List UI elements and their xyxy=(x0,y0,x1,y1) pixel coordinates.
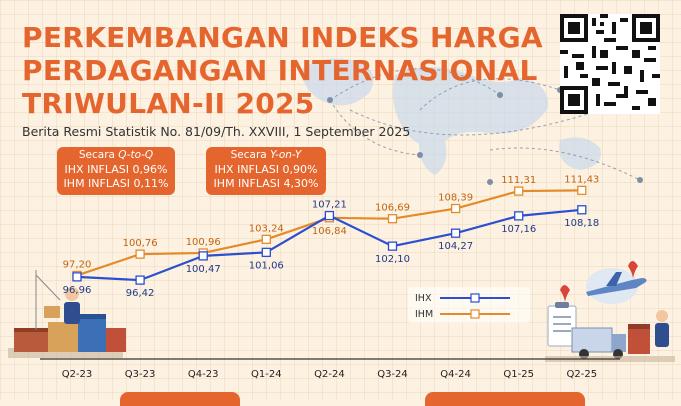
x-tick-label: Q3-23 xyxy=(125,369,156,380)
data-label-ihm: 108,39 xyxy=(438,193,473,204)
data-point-ihm xyxy=(261,234,271,244)
x-tick-label: Q2-23 xyxy=(62,369,93,380)
yony-ihm-line: IHM INFLASI 4,30% xyxy=(213,177,319,191)
qtoq-ihx-line: IHX INFLASI 0,96% xyxy=(64,162,168,176)
data-point-ihx xyxy=(577,205,587,215)
legend-ihx-marker xyxy=(470,293,480,303)
data-label-ihm: 111,43 xyxy=(564,174,599,185)
data-label-ihx: 96,96 xyxy=(63,285,92,296)
bottom-tab-right xyxy=(425,392,585,406)
bottom-tab-left xyxy=(120,392,240,406)
data-label-ihm: 100,96 xyxy=(186,237,221,248)
x-tick-label: Q2-25 xyxy=(567,369,598,380)
x-tick-label: Q1-25 xyxy=(503,369,534,380)
subtitle: Berita Resmi Statistik No. 81/09/Th. XXV… xyxy=(22,124,411,139)
data-label-ihx: 107,21 xyxy=(312,200,347,211)
data-label-ihx: 101,06 xyxy=(249,260,284,271)
data-point-ihx xyxy=(72,272,82,282)
legend-ihx-label: IHX xyxy=(415,293,432,304)
x-tick-label: Q3-24 xyxy=(377,369,408,380)
qtoq-ihm-line: IHM INFLASI 0,11% xyxy=(63,177,169,191)
chart-legend: IHX IHM xyxy=(408,287,530,323)
data-point-ihm xyxy=(577,185,587,195)
data-point-ihx xyxy=(198,251,208,261)
data-label-ihx: 108,18 xyxy=(564,218,599,229)
data-label-ihx: 100,47 xyxy=(186,264,221,275)
legend-ihm-label: IHM xyxy=(415,309,433,320)
data-point-ihx xyxy=(135,275,145,285)
yony-summary-box: Secara Y-on-Y IHX INFLASI 0,90% IHM INFL… xyxy=(206,147,326,195)
data-label-ihm: 106,84 xyxy=(312,226,347,237)
data-label-ihm: 100,76 xyxy=(123,238,158,249)
data-label-ihm: 97,20 xyxy=(63,259,92,270)
data-label-ihm: 103,24 xyxy=(249,223,284,234)
x-tick-label: Q4-23 xyxy=(188,369,219,380)
title-line-1: PERKEMBANGAN INDEKS HARGA xyxy=(22,21,543,54)
data-label-ihx: 107,16 xyxy=(501,224,536,235)
legend-ihm-marker xyxy=(470,309,480,319)
title-line-2: PERDAGANGAN INTERNASIONAL xyxy=(22,54,538,87)
data-point-ihm xyxy=(387,214,398,224)
qr-code-icon[interactable] xyxy=(560,14,660,114)
data-label-ihx: 96,42 xyxy=(126,288,155,299)
x-tick-label: Q4-24 xyxy=(440,369,471,380)
x-tick-label: Q2-24 xyxy=(314,369,345,380)
data-point-ihx xyxy=(387,241,398,251)
data-label-ihx: 104,27 xyxy=(438,241,473,252)
data-point-ihm xyxy=(135,249,145,259)
qtoq-summary-box: Secara Q-to-Q IHX INFLASI 0,96% IHM INFL… xyxy=(57,147,175,195)
yony-ihx-line: IHX INFLASI 0,90% xyxy=(214,162,318,176)
data-label-ihx: 102,10 xyxy=(375,254,410,265)
x-tick-label: Q1-24 xyxy=(251,369,282,380)
qtoq-box-heading: Secara Q-to-Q xyxy=(78,149,154,161)
data-point-ihx xyxy=(514,211,524,221)
data-label-ihm: 111,31 xyxy=(501,175,536,186)
data-point-ihx xyxy=(261,247,271,258)
data-point-ihx xyxy=(450,228,461,238)
data-point-ihx xyxy=(324,210,335,221)
data-label-ihm: 106,69 xyxy=(375,203,410,214)
title-line-3: TRIWULAN-II 2025 xyxy=(22,87,315,120)
data-point-ihm xyxy=(450,203,461,214)
data-point-ihm xyxy=(514,186,524,196)
yony-box-heading: Secara Y-on-Y xyxy=(230,149,302,161)
